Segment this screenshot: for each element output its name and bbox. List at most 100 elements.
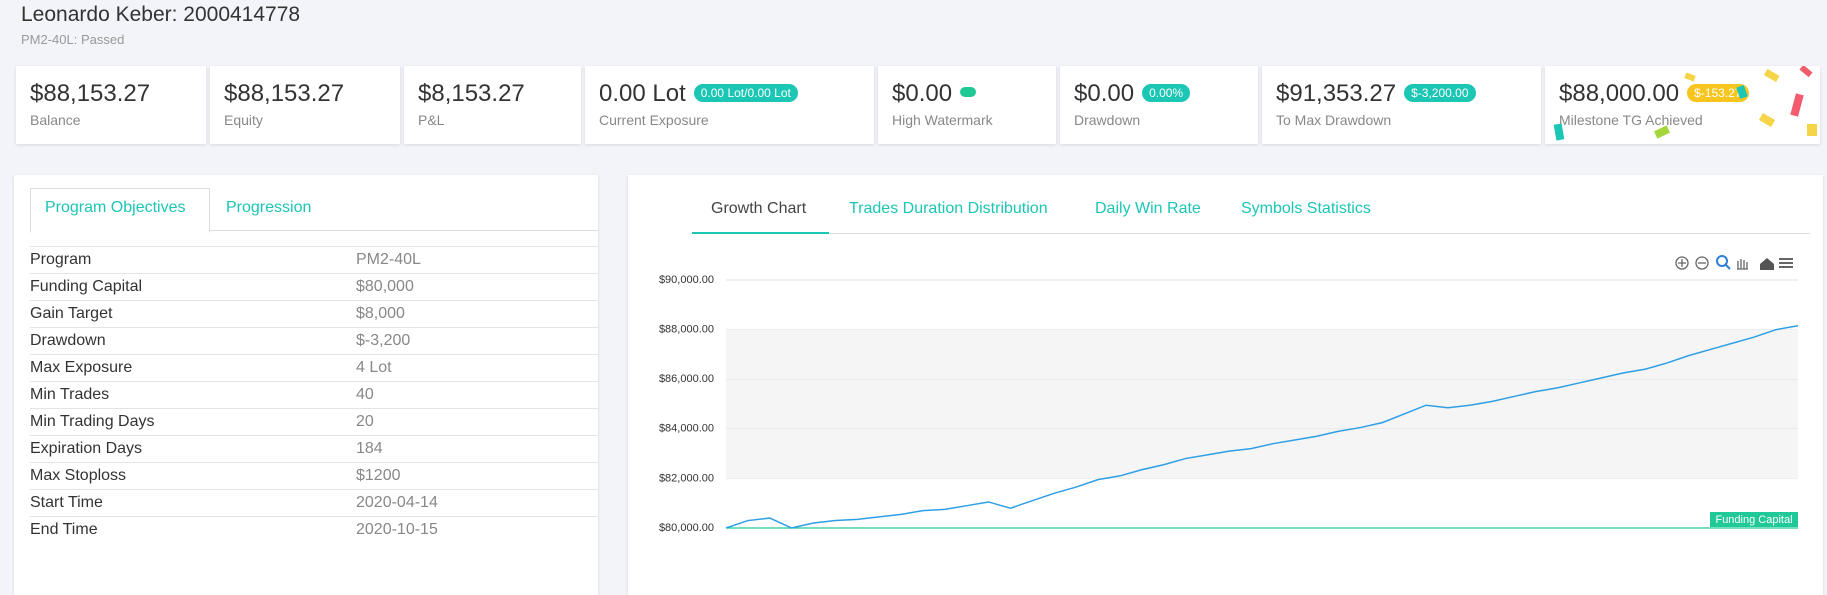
y-tick-label: $90,000.00	[659, 274, 714, 286]
card-value-text: $88,153.27	[30, 80, 151, 107]
card-value: $91,353.27 $-3,200.00	[1276, 80, 1476, 108]
pan[interactable]	[1737, 259, 1748, 270]
table-row: Min Trades 40	[30, 381, 598, 409]
page-subtitle: PM2-40L: Passed	[21, 32, 125, 47]
stat-card: $88,000.00 $-153.27 Milestone TG Achieved	[1545, 66, 1820, 144]
zoom-select-icon	[1725, 264, 1731, 270]
card-value-text: $88,000.00	[1559, 80, 1680, 107]
card-value-text: $88,153.27	[224, 80, 345, 107]
grid-band	[726, 329, 1798, 380]
menu[interactable]	[1779, 258, 1793, 268]
stat-card: $8,153.27 P&L	[404, 66, 581, 144]
table-row: Funding Capital $80,000	[30, 273, 598, 301]
stat-card: $88,153.27 Equity	[210, 66, 400, 144]
card-value-text: 0.00 Lot	[599, 80, 686, 107]
row-label: Program	[30, 251, 92, 268]
table-row: Drawdown $-3,200	[30, 327, 598, 355]
row-label: Max Exposure	[30, 359, 133, 376]
tab[interactable]: Trades Duration Distribution	[849, 200, 1048, 217]
tab[interactable]: Daily Win Rate	[1095, 200, 1201, 217]
annotation-label: Funding Capital	[1715, 514, 1792, 526]
page-title: Leonardo Keber: 2000414778	[21, 3, 301, 26]
chart-toolbar[interactable]	[1675, 255, 1793, 270]
table-row: Program PM2-40L	[30, 246, 598, 274]
card-value: $0.00	[892, 80, 977, 108]
tab[interactable]: Symbols Statistics	[1241, 200, 1371, 217]
y-tick-label: $84,000.00	[659, 423, 714, 435]
active-tab-box	[30, 188, 210, 233]
card-label: P&L	[418, 112, 445, 128]
objectives-panel: Program Objectives Progression Program PM2-…	[14, 175, 598, 595]
table-row: Gain Target $8,000	[30, 300, 598, 328]
grid-band	[726, 379, 1798, 429]
zoom-out[interactable]	[1695, 256, 1709, 270]
zoom-in-icon	[1678, 259, 1686, 267]
row-value: $-3,200	[356, 332, 411, 349]
row-label: Expiration Days	[30, 440, 143, 457]
card-label: Equity	[224, 112, 263, 128]
card-value: $88,153.27	[30, 80, 150, 108]
card-value: $8,153.27	[418, 80, 525, 108]
table-row: End Time 2020-10-15	[30, 516, 598, 544]
growth-line	[725, 325, 1799, 529]
card-value: $88,000.00 $-153.27	[1559, 80, 1749, 108]
table-row: Start Time 2020-04-14	[30, 489, 598, 517]
reset-zoom[interactable]	[1760, 258, 1774, 270]
grid-band	[726, 280, 1798, 330]
card-badge: $-153.27	[1687, 84, 1749, 102]
card-value-text: $91,353.27	[1276, 80, 1397, 107]
stat-card: $0.00 0.00% Drawdown	[1060, 66, 1258, 144]
zoom-in[interactable]	[1675, 256, 1689, 270]
table-row: Expiration Days 184	[30, 435, 598, 463]
row-value: $1200	[356, 467, 401, 484]
row-value: 4 Lot	[356, 359, 392, 376]
card-value-text: $8,153.27	[418, 80, 525, 107]
y-tick-label: $82,000.00	[659, 472, 714, 484]
row-label: Funding Capital	[30, 278, 143, 295]
card-label: High Watermark	[892, 112, 993, 128]
card-label: Balance	[30, 112, 81, 128]
tab[interactable]: Progression	[226, 199, 312, 216]
card-badge: 0.00%	[1142, 84, 1191, 102]
stat-card: $91,353.27 $-3,200.00 To Max Drawdown	[1262, 66, 1541, 144]
row-label: Start Time	[30, 494, 103, 511]
tab[interactable]: Program Objectives	[45, 199, 186, 216]
page: Leonardo Keber: 2000414778 PM2-40L: Pass…	[14, 3, 1823, 595]
card-value-text: $0.00	[892, 80, 953, 107]
card-label: Milestone TG Achieved	[1559, 112, 1703, 128]
row-label: Min Trading Days	[30, 413, 155, 430]
stat-card: $88,153.27 Balance	[16, 66, 206, 144]
row-value: PM2-40L	[356, 251, 421, 268]
row-label: End Time	[30, 521, 98, 538]
card-value: $88,153.27	[224, 80, 344, 108]
table-row: Min Trading Days 20	[30, 408, 598, 436]
stat-card: 0.00 Lot 0.00 Lot/0.00 Lot Current Exposur…	[585, 66, 874, 144]
row-value: $80,000	[356, 278, 414, 295]
row-value: $8,000	[356, 305, 405, 322]
active-tab-underline	[692, 232, 829, 234]
table-row: Max Exposure 4 Lot	[30, 354, 598, 382]
stat-card: $0.00 High Watermark	[878, 66, 1056, 144]
row-value: 2020-10-15	[356, 521, 438, 538]
grid-band	[726, 478, 1798, 528]
row-label: Gain Target	[30, 305, 113, 322]
card-label: Drawdown	[1074, 112, 1141, 128]
tab-rule	[30, 230, 598, 231]
y-tick-label: $86,000.00	[659, 373, 714, 385]
annotation-badge	[1710, 512, 1798, 527]
grid-band	[726, 428, 1798, 479]
tab[interactable]: Growth Chart	[711, 200, 807, 217]
y-tick-label: $80,000.00	[659, 522, 714, 534]
card-label: Current Exposure	[599, 112, 709, 128]
card-value: 0.00 Lot 0.00 Lot/0.00 Lot	[599, 80, 798, 108]
card-value: $0.00 0.00%	[1074, 80, 1191, 108]
row-value: 2020-04-14	[356, 494, 438, 511]
zoom-select[interactable]	[1716, 255, 1728, 267]
growth-chart: $80,000.00 $82,000.00 $84,000.00 $86,000.00…	[659, 255, 1799, 534]
card-label: To Max Drawdown	[1276, 112, 1392, 128]
row-value: 20	[356, 413, 374, 430]
row-label: Drawdown	[30, 332, 106, 349]
row-label: Min Trades	[30, 386, 110, 403]
card-badge: 0.00 Lot/0.00 Lot	[693, 84, 798, 102]
tab-rule	[692, 233, 1810, 234]
